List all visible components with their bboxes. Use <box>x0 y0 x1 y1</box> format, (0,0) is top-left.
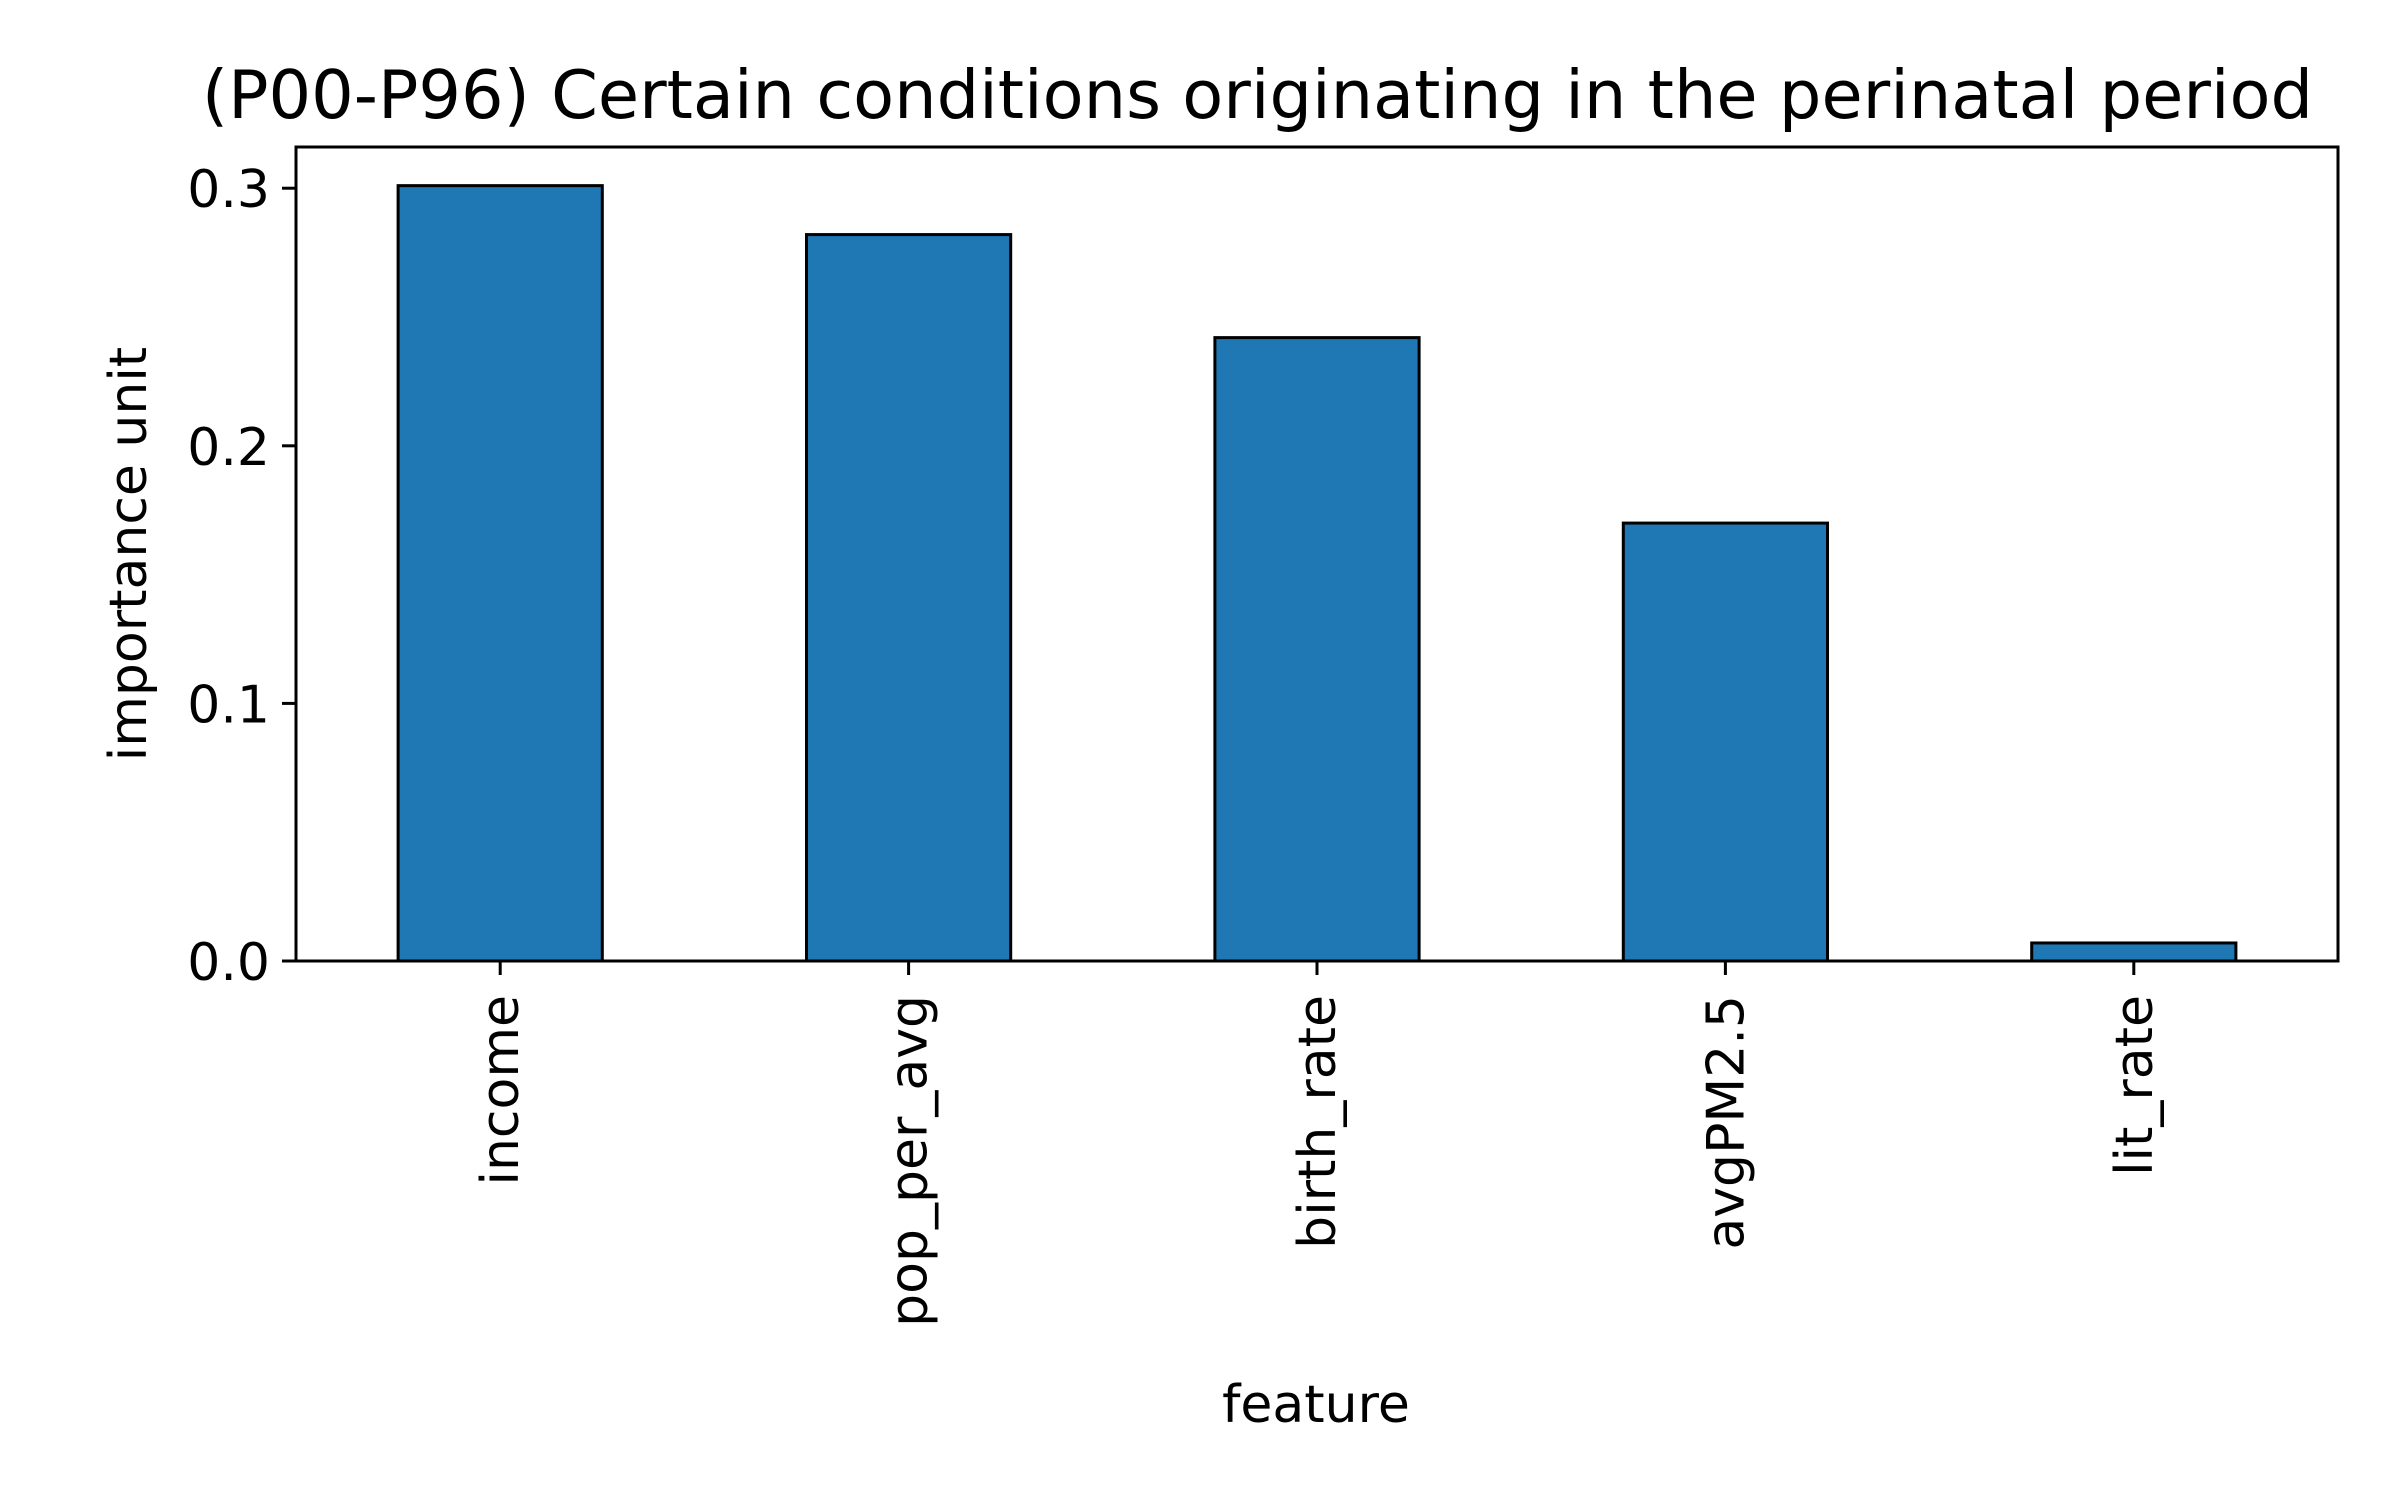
bars <box>396 184 2238 963</box>
x-tick-label: lit_rate <box>2105 995 2165 1176</box>
x-tick-label: pop_per_avg <box>880 995 940 1327</box>
plot-frame <box>294 145 2340 963</box>
y-axis-ticks: 0.0 0.1 0.2 0.3 <box>187 160 296 993</box>
x-tick-label: income <box>471 995 531 1185</box>
bar-avgPM2.5 <box>1621 521 1830 963</box>
bar-birth_rate <box>1213 336 1421 963</box>
chart-title: (P00-P96) Certain conditions originating… <box>202 56 2313 134</box>
y-tick-label: 0.3 <box>187 160 270 220</box>
x-axis-ticks: income pop_per_avg birth_rate avgPM2.5 lit_r… <box>471 961 2165 1327</box>
bar-income <box>396 184 604 963</box>
y-tick-label: 0.0 <box>187 933 270 993</box>
y-tick-label: 0.2 <box>187 418 270 478</box>
x-tick-label: birth_rate <box>1288 995 1348 1249</box>
bar-pop_per_avg <box>805 233 1013 963</box>
bar-lit_rate <box>2030 941 2238 963</box>
x-tick-label: avgPM2.5 <box>1696 995 1756 1250</box>
y-axis-label: importance unit <box>99 347 159 761</box>
y-tick-label: 0.1 <box>187 675 270 735</box>
x-axis-label: feature <box>1222 1375 1410 1435</box>
